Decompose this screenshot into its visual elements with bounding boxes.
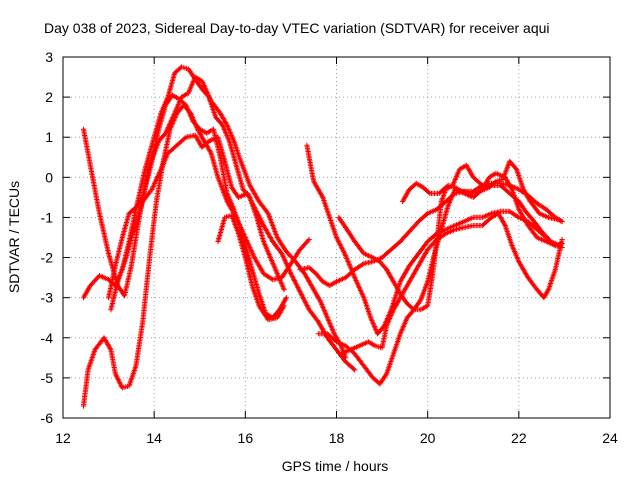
series-track-12 — [400, 158, 565, 225]
x-tick-label: 16 — [238, 430, 254, 446]
series-markers — [108, 132, 358, 373]
y-tick-label: -2 — [41, 250, 54, 266]
y-axis-label: SDTVAR / TECUs — [6, 181, 22, 293]
series-markers — [80, 102, 312, 409]
chart-title: Day 038 of 2023, Sidereal Day-to-day VTE… — [44, 20, 550, 36]
x-tick-label: 24 — [602, 430, 618, 446]
series-track-2 — [80, 102, 312, 409]
x-tick-label: 20 — [420, 430, 436, 446]
series-markers — [338, 210, 565, 357]
y-tick-label: 0 — [45, 169, 53, 185]
series-markers — [106, 74, 349, 361]
data-series — [80, 64, 565, 409]
x-tick-label: 22 — [511, 430, 527, 446]
x-tick-label: 12 — [55, 430, 71, 446]
series-track-5 — [108, 132, 358, 373]
series-markers — [215, 212, 287, 323]
series-track-11 — [297, 180, 565, 289]
y-tick-label: -6 — [41, 410, 54, 426]
series-markers — [297, 180, 565, 289]
series-track-4 — [106, 74, 349, 361]
y-tick-label: -1 — [41, 209, 54, 225]
series-track-10 — [338, 210, 565, 357]
y-tick-label: -4 — [41, 330, 54, 346]
x-axis-label: GPS time / hours — [282, 458, 389, 474]
x-tick-label: 14 — [146, 430, 162, 446]
y-tick-label: 3 — [45, 49, 53, 65]
series-track-6 — [215, 212, 287, 323]
y-tick-label: -5 — [41, 370, 54, 386]
y-ticks: 3 2 1 0 -1 -2 -3 -4 -5 -6 — [41, 49, 610, 426]
y-tick-label: -3 — [41, 290, 54, 306]
y-tick-label: 2 — [45, 89, 53, 105]
y-tick-label: 1 — [45, 129, 53, 145]
series-markers — [80, 92, 289, 321]
x-tick-label: 18 — [329, 430, 345, 446]
x-ticks: 12 14 16 18 20 22 24 — [55, 57, 618, 446]
series-track-1 — [80, 92, 289, 321]
